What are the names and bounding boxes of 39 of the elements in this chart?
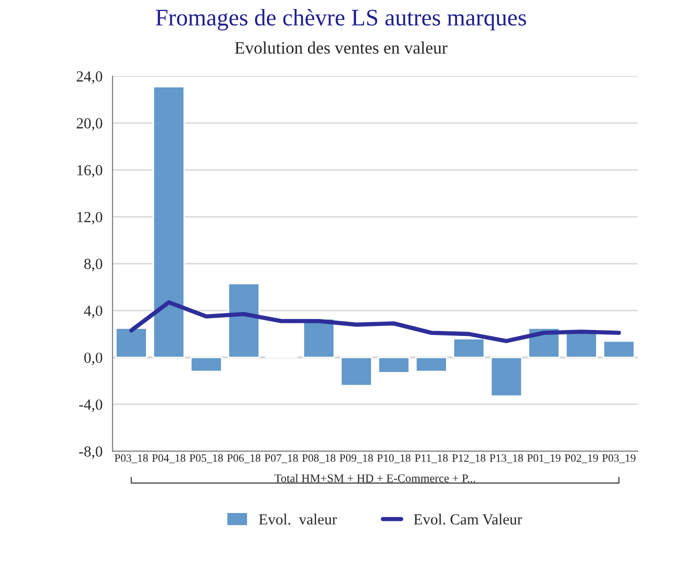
x-tick-label: P09_18	[340, 454, 373, 464]
x-tick-label: P05_18	[190, 454, 223, 464]
x-tick-label: P04_18	[152, 454, 186, 464]
y-tick-label: 0,0	[84, 352, 102, 366]
y-tick-label: -4,0	[79, 399, 102, 412]
bar	[228, 282, 260, 358]
y-tick-label: 16,0	[77, 165, 102, 178]
bar	[452, 338, 485, 358]
legend-label: Evol. Cam Valeur	[414, 514, 522, 525]
y-tick-label: 12,0	[77, 212, 102, 224]
x-tick-label: P02_19	[564, 454, 598, 464]
x-tick-label: P08_18	[302, 454, 336, 464]
bar	[378, 356, 410, 374]
bar	[490, 356, 522, 397]
chart-subtitle: Evolution des ventes en valeur	[234, 42, 448, 54]
x-tick-label: P07_18	[264, 454, 298, 464]
x-tick-label: P03_19	[602, 454, 636, 464]
x-tick-label: P11_18	[414, 454, 448, 464]
bar	[115, 327, 148, 358]
x-tick-label: P13_18	[490, 454, 523, 464]
bar	[340, 356, 372, 386]
chart-title: Fromages de chèvre LS autres marques	[156, 8, 526, 30]
y-tick-label: -8,0	[79, 446, 102, 459]
text: Total HM+SM + HD + E-Commerce + P...	[274, 474, 476, 482]
y-tick-label: 20,0	[76, 118, 102, 131]
bar	[602, 340, 635, 358]
y-tick-label: 4,0	[84, 306, 102, 318]
y-tick-label: 8,0	[84, 258, 102, 272]
y-tick-label: 24,0	[76, 71, 102, 84]
bar	[190, 356, 222, 372]
x-tick-label: P06_18	[227, 454, 260, 464]
x-tick-label: P10_18	[377, 454, 410, 464]
x-tick-label: P01_19	[527, 454, 560, 464]
legend-label: Evol. valeur	[258, 514, 337, 525]
bar	[152, 86, 185, 358]
x-tick-label: P03_18	[114, 454, 148, 464]
line-series	[129, 300, 621, 344]
bar	[415, 356, 448, 372]
x-tick-label: P12_18	[452, 454, 486, 464]
